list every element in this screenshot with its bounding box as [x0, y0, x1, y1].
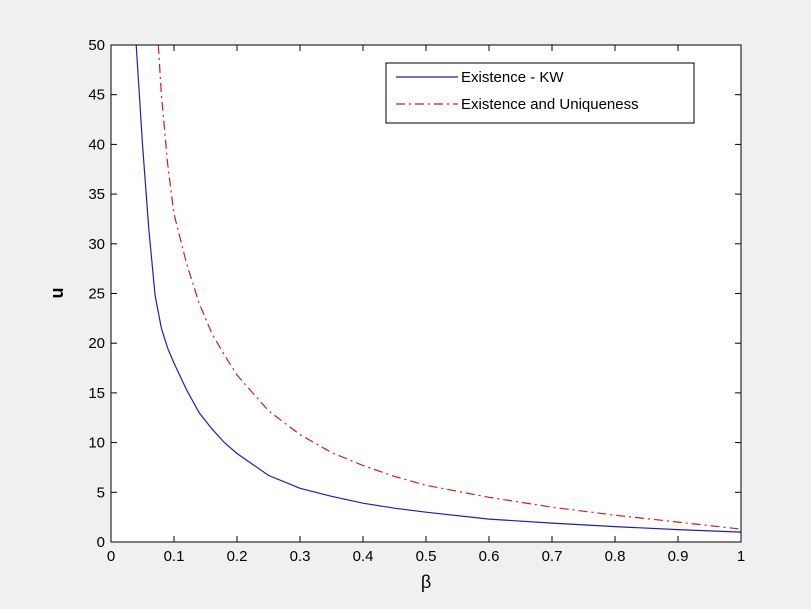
- x-tick-label: 0.2: [227, 548, 248, 565]
- y-tick-label: 25: [88, 286, 105, 303]
- legend: Existence - KW Existence and Uniqueness: [385, 62, 695, 124]
- x-tick-label: 0.5: [416, 548, 437, 565]
- y-axis-label: u: [47, 288, 67, 299]
- series-line-1: [157, 44, 742, 530]
- series-layer: [135, 44, 742, 533]
- y-tick-label: 20: [88, 335, 105, 352]
- y-tick-label: 5: [97, 484, 105, 501]
- y-tick-label: 15: [88, 385, 105, 402]
- x-tick-label: 0.6: [479, 548, 500, 565]
- y-tick-label: 10: [88, 435, 105, 452]
- legend-label-1: Existence and Uniqueness: [461, 96, 639, 113]
- series-line-0: [135, 44, 742, 533]
- y-tick-label: 30: [88, 236, 105, 253]
- x-tick-label: 0.8: [605, 548, 626, 565]
- x-tick-label: 0.9: [668, 548, 689, 565]
- x-tick-label: 0.3: [290, 548, 311, 565]
- x-axis-label: β: [421, 572, 431, 592]
- y-tick-label: 40: [88, 136, 105, 153]
- y-tick-label: 0: [97, 534, 105, 551]
- y-tick-label: 35: [88, 186, 105, 203]
- ticks-layer: 0 0.1 0.2 0.3 0.4 0.5 0.6 0.7 0.8 0.9 105101520253…: [88, 37, 745, 565]
- x-tick-label: 0.4: [353, 548, 374, 565]
- y-tick-label: 50: [88, 37, 105, 54]
- plot-area: [111, 45, 741, 542]
- legend-label-0: Existence - KW: [461, 69, 564, 86]
- x-tick-label: 1: [737, 548, 745, 565]
- plot-frame: [110, 44, 742, 543]
- legend-box: [385, 62, 695, 124]
- x-tick-label: 0.7: [542, 548, 563, 565]
- x-tick-label: 0.1: [164, 548, 185, 565]
- y-tick-label: 45: [88, 87, 105, 104]
- x-tick-label: 0: [107, 548, 115, 565]
